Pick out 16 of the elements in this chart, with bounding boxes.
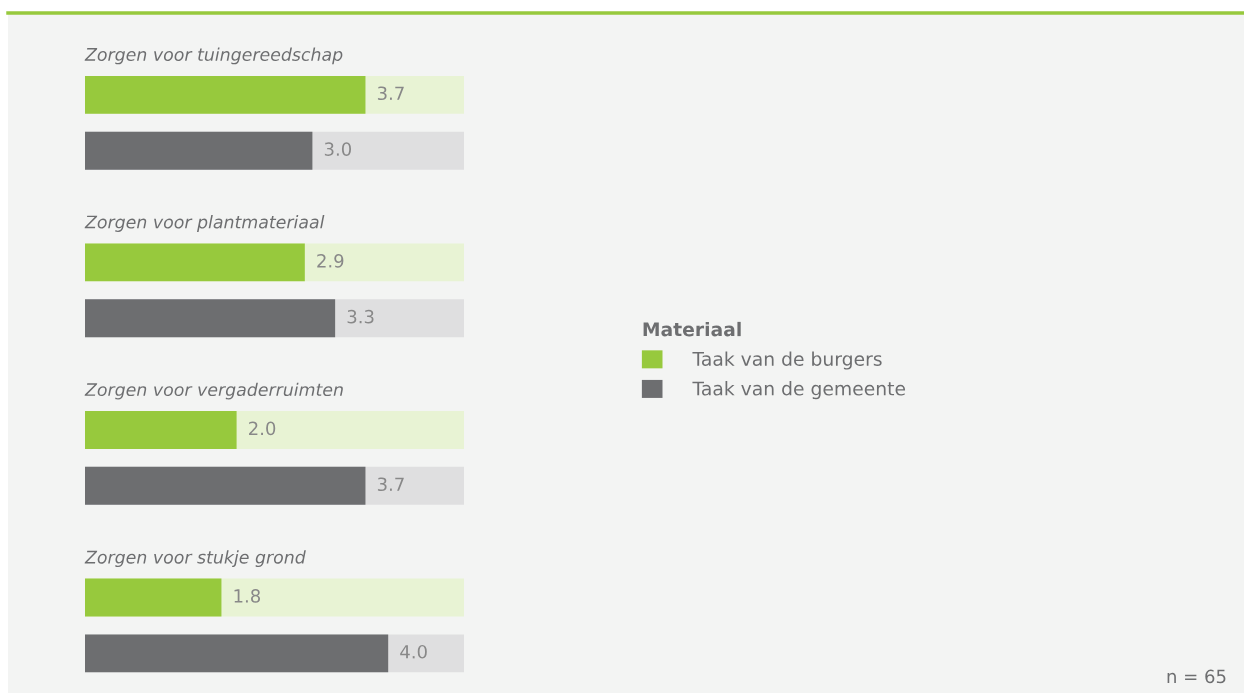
y-tick-label: Zorgen voor plantmateriaal	[84, 215, 325, 232]
data-label: 1.8	[234, 589, 261, 603]
legend-label: Taak van de burgers	[692, 351, 882, 370]
data-label: 3.7	[377, 477, 404, 492]
data-label: 2.9	[317, 253, 344, 268]
y-tick-label: Zorgen voor tuingereedschap	[84, 47, 343, 65]
data-label: 3.0	[324, 142, 352, 156]
y-tick-label: Zorgen voor vergaderruimten	[84, 382, 343, 400]
data-label: 3.3	[347, 309, 374, 324]
text: n = 65	[1167, 669, 1226, 684]
y-tick-label: Zorgen voor stukje grond	[84, 550, 306, 568]
data-label: 3.7	[377, 86, 404, 101]
legend-label: Taak van de gemeente	[692, 381, 906, 400]
data-label: 4.0	[400, 644, 427, 659]
data-label: 2.0	[249, 421, 276, 436]
legend-title: Materiaal	[643, 321, 741, 337]
